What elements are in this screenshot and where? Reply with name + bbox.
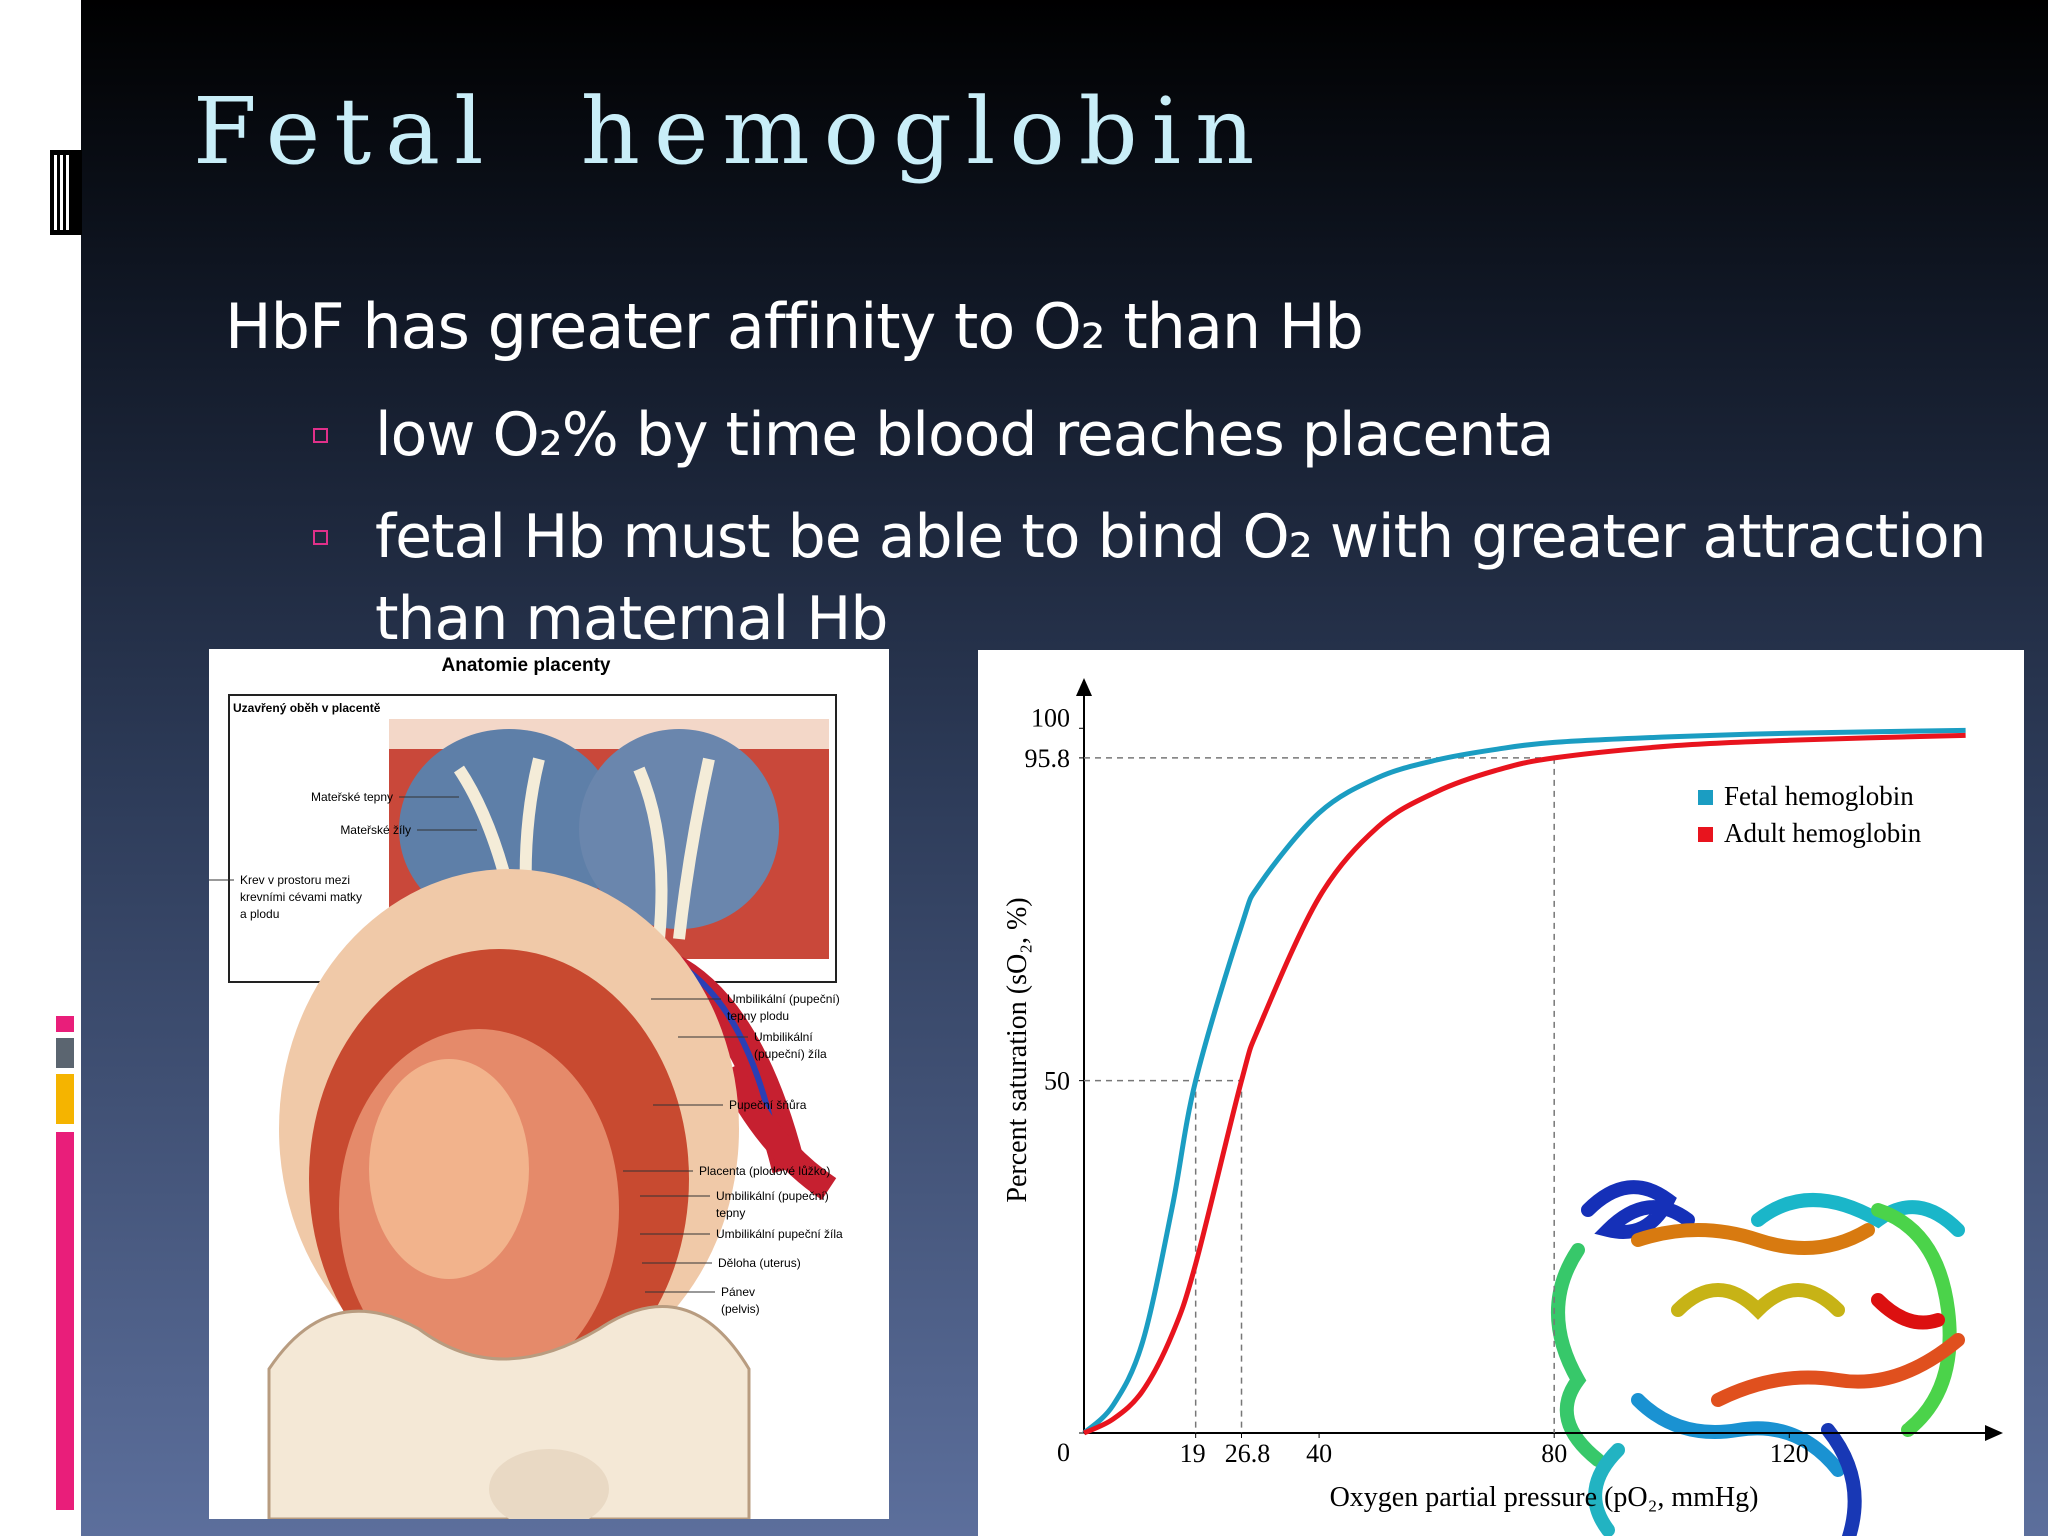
x-tick-label: 19 xyxy=(1180,1439,1206,1468)
figure-label: a plodu xyxy=(240,907,279,921)
x-axis-label: Oxygen partial pressure (pO₂, mmHg) xyxy=(1330,1482,1759,1513)
figure-label: (pupeční) žíla xyxy=(754,1047,827,1061)
y-tick-label: 50 xyxy=(1044,1067,1070,1096)
data-line xyxy=(1082,732,1966,1436)
figure-label: tepny xyxy=(716,1206,745,1220)
figure-label: Umbilikální (pupeční) xyxy=(716,1189,829,1203)
figure-label: krevními cévami matky xyxy=(240,890,362,904)
x-tick-label: 26.8 xyxy=(1225,1439,1271,1468)
legend-label: Fetal hemoglobin xyxy=(1724,781,1914,811)
figure-label: Umbilikální xyxy=(754,1030,813,1044)
lead-text: HbF has greater affinity to O₂ than Hb xyxy=(225,290,1364,363)
placenta-figure: Anatomie placenty Uzavřený oběh v placent… xyxy=(209,649,889,1519)
x-tick-label: 80 xyxy=(1541,1439,1567,1468)
figure-label: Umbilikální pupeční žíla xyxy=(716,1227,843,1241)
figure-label: (pelvis) xyxy=(721,1302,760,1316)
legend-label: Adult hemoglobin xyxy=(1724,818,1922,848)
figure-label: tepny plodu xyxy=(727,1009,789,1023)
figure-title: Anatomie placenty xyxy=(442,655,611,676)
bullet-text: low O₂% by time blood reaches placenta xyxy=(375,400,1555,470)
bullet-text: than maternal Hb xyxy=(375,584,888,654)
figure-label: Pupeční šňůra xyxy=(729,1098,807,1112)
figure-label: Placenta (plodové lůžko) xyxy=(699,1164,830,1178)
y-axis-label: Percent saturation (sO₂, %) xyxy=(1002,897,1033,1202)
figure-label: Krev v prostoru mezi xyxy=(240,873,350,887)
x-tick-label: 120 xyxy=(1770,1439,1809,1468)
side-decoration xyxy=(50,150,82,1510)
chart: 0 50 95.8 100 19 26.8 40 80 120 Oxygen partial pr… xyxy=(978,650,2024,1536)
figure-label: Mateřské tepny xyxy=(311,790,393,804)
slide-title: Fetal hemoglobin xyxy=(193,78,1269,185)
legend-swatch xyxy=(1698,827,1713,842)
data-line xyxy=(1082,727,1966,1435)
y-tick-label: 95.8 xyxy=(1025,744,1071,773)
bullet-marker xyxy=(313,530,328,545)
figure-label: Děloha (uterus) xyxy=(718,1256,801,1270)
legend-swatch xyxy=(1698,790,1713,805)
figure-label: Pánev xyxy=(721,1285,755,1299)
figure-subtitle: Uzavřený oběh v placentě xyxy=(233,701,381,715)
bullet-text: fetal Hb must be able to bind O₂ with gr… xyxy=(375,502,1987,572)
x-tick-label: 40 xyxy=(1306,1439,1332,1468)
figure-label: Umbilikální (pupeční) xyxy=(727,992,840,1006)
figure-label: Mateřské žíly xyxy=(340,823,411,837)
y-tick-label: 100 xyxy=(1031,703,1070,732)
y-tick-label: 0 xyxy=(1057,1438,1070,1467)
protein-structure xyxy=(1551,1180,1965,1536)
bullet-marker xyxy=(313,428,328,443)
